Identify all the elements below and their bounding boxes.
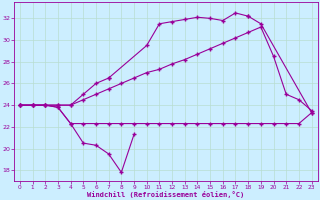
X-axis label: Windchill (Refroidissement éolien,°C): Windchill (Refroidissement éolien,°C) [87,191,244,198]
